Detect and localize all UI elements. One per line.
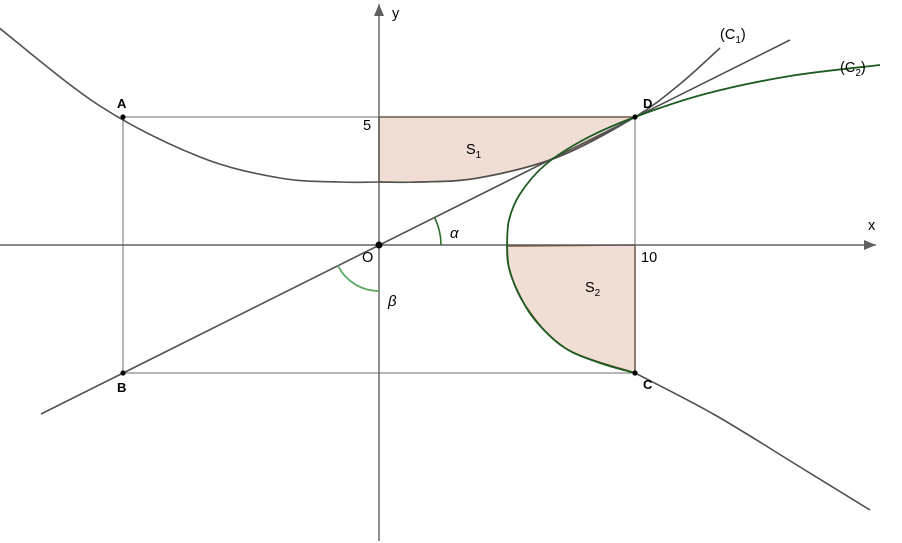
point-c <box>632 370 637 375</box>
c1-close: ) <box>741 27 746 43</box>
point-d-label: D <box>643 96 652 111</box>
origin-label: O <box>362 250 373 266</box>
s2-letter: S <box>585 280 595 296</box>
tick-10-label: 10 <box>641 250 657 266</box>
point-a-label: A <box>117 96 127 111</box>
c1-open: (C <box>720 27 735 43</box>
curve-c2-label: (C2) <box>840 60 866 79</box>
point-o <box>376 242 383 249</box>
curve-c1 <box>0 27 720 182</box>
point-b-label: B <box>117 380 126 395</box>
s1-letter: S <box>466 142 476 158</box>
s1-sub: 1 <box>476 150 482 161</box>
y-axis-arrow <box>374 4 384 16</box>
point-d <box>632 114 637 119</box>
point-a <box>120 114 125 119</box>
angle-alpha-arc <box>434 217 441 245</box>
s2-sub: 2 <box>595 288 601 299</box>
point-b <box>120 370 125 375</box>
math-plot: x y O 5 10 A B C D S1 S2 (C1) (C2) α β <box>0 0 902 543</box>
angle-alpha-label: α <box>450 225 459 242</box>
curve-lower-branch <box>635 373 870 510</box>
tick-5-label: 5 <box>363 118 371 134</box>
angle-beta-label: β <box>387 293 397 310</box>
line-od <box>41 40 790 414</box>
c2-open: (C <box>840 60 855 76</box>
angle-beta-arc <box>338 266 379 291</box>
region-s2 <box>507 245 635 373</box>
y-axis-label: y <box>392 6 400 22</box>
x-axis-label: x <box>868 218 876 234</box>
curve-c1-label: (C1) <box>720 27 746 46</box>
point-c-label: C <box>643 377 653 392</box>
c2-close: ) <box>861 60 866 76</box>
x-axis-arrow <box>864 240 876 250</box>
